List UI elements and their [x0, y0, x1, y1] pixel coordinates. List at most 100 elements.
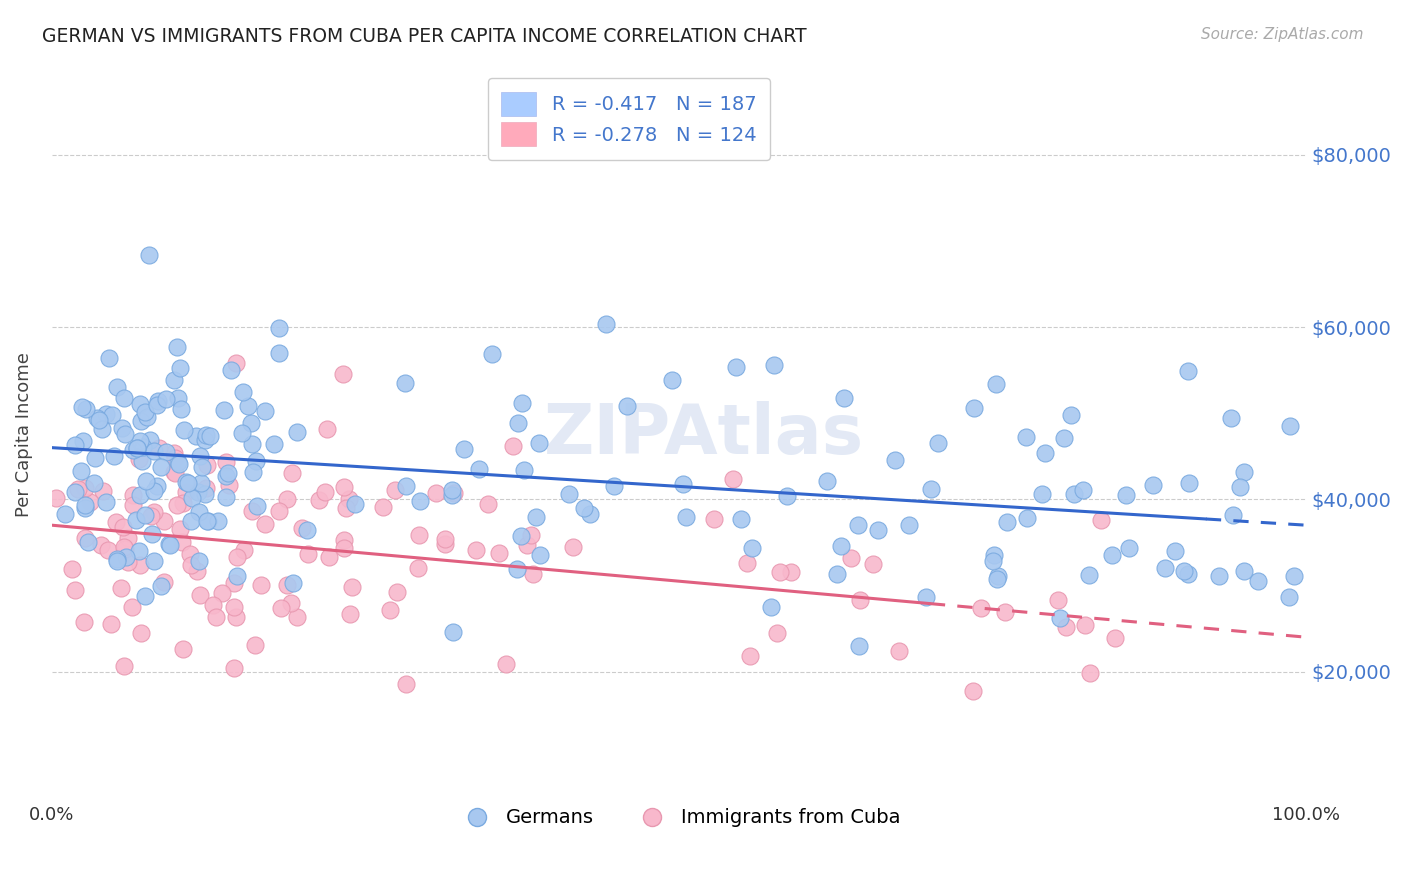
Immigrants from Cuba [339, 607, 361, 622]
Germans [215, 490, 238, 504]
Germans [97, 351, 120, 365]
Germans [63, 438, 86, 452]
Germans [83, 476, 105, 491]
Immigrants from Cuba [100, 617, 122, 632]
Germans [240, 437, 263, 451]
Germans [167, 392, 190, 406]
Germans [124, 513, 146, 527]
Germans [101, 408, 124, 422]
Germans [105, 552, 128, 566]
Germans [1015, 430, 1038, 444]
Germans [159, 538, 181, 552]
Germans [730, 512, 752, 526]
Immigrants from Cuba [163, 465, 186, 479]
Immigrants from Cuba [89, 538, 111, 552]
Germans [897, 518, 920, 533]
Germans [481, 346, 503, 360]
Immigrants from Cuba [433, 536, 456, 550]
Germans [1101, 549, 1123, 563]
Immigrants from Cuba [139, 509, 162, 524]
Immigrants from Cuba [117, 531, 139, 545]
Germans [103, 449, 125, 463]
Germans [72, 434, 94, 449]
Germans [226, 568, 249, 582]
Immigrants from Cuba [408, 528, 430, 542]
Germans [143, 443, 166, 458]
Germans [1115, 488, 1137, 502]
Immigrants from Cuba [186, 565, 208, 579]
Immigrants from Cuba [488, 546, 510, 560]
Germans [138, 433, 160, 447]
Immigrants from Cuba [104, 516, 127, 530]
Germans [468, 462, 491, 476]
Germans [1233, 565, 1256, 579]
Germans [1118, 541, 1140, 556]
Immigrants from Cuba [316, 422, 339, 436]
Germans [524, 509, 547, 524]
Germans [215, 469, 238, 483]
Germans [128, 397, 150, 411]
Germans [76, 534, 98, 549]
Immigrants from Cuba [180, 558, 202, 572]
Germans [232, 385, 254, 400]
Immigrants from Cuba [267, 504, 290, 518]
Immigrants from Cuba [79, 494, 101, 508]
Immigrants from Cuba [333, 541, 356, 556]
Immigrants from Cuba [75, 531, 97, 545]
Germans [1077, 568, 1099, 582]
Germans [920, 482, 942, 496]
Germans [135, 474, 157, 488]
Immigrants from Cuba [163, 451, 186, 466]
Immigrants from Cuba [270, 600, 292, 615]
Immigrants from Cuba [281, 467, 304, 481]
Germans [176, 475, 198, 490]
Text: Source: ZipAtlas.com: Source: ZipAtlas.com [1201, 27, 1364, 42]
Immigrants from Cuba [285, 609, 308, 624]
Immigrants from Cuba [1090, 514, 1112, 528]
Immigrants from Cuba [332, 479, 354, 493]
Germans [510, 529, 533, 543]
Immigrants from Cuba [222, 600, 245, 615]
Germans [187, 485, 209, 500]
Germans [70, 463, 93, 477]
Germans [138, 248, 160, 262]
Germans [131, 454, 153, 468]
Germans [269, 345, 291, 359]
Germans [242, 466, 264, 480]
Immigrants from Cuba [128, 452, 150, 467]
Germans [180, 491, 202, 505]
Immigrants from Cuba [849, 593, 872, 607]
Germans [408, 494, 430, 508]
Immigrants from Cuba [495, 657, 517, 672]
Germans [287, 425, 309, 439]
Immigrants from Cuba [297, 548, 319, 562]
Immigrants from Cuba [735, 556, 758, 570]
Immigrants from Cuba [1078, 666, 1101, 681]
Germans [91, 422, 114, 436]
Germans [603, 479, 626, 493]
Germans [825, 567, 848, 582]
Immigrants from Cuba [201, 598, 224, 612]
Germans [141, 527, 163, 541]
Germans [65, 484, 87, 499]
Germans [169, 361, 191, 376]
Immigrants from Cuba [276, 492, 298, 507]
Germans [672, 477, 695, 491]
Immigrants from Cuba [994, 605, 1017, 619]
Germans [198, 429, 221, 443]
Immigrants from Cuba [738, 648, 761, 663]
Germans [70, 400, 93, 414]
Germans [129, 414, 152, 428]
Germans [134, 405, 156, 419]
Germans [53, 507, 76, 521]
Germans [187, 553, 209, 567]
Immigrants from Cuba [65, 582, 87, 597]
Germans [114, 427, 136, 442]
Germans [741, 541, 763, 555]
Germans [1208, 568, 1230, 582]
Germans [762, 359, 785, 373]
Germans [914, 591, 936, 605]
Germans [527, 436, 550, 450]
Immigrants from Cuba [112, 659, 135, 673]
Germans [217, 466, 239, 480]
